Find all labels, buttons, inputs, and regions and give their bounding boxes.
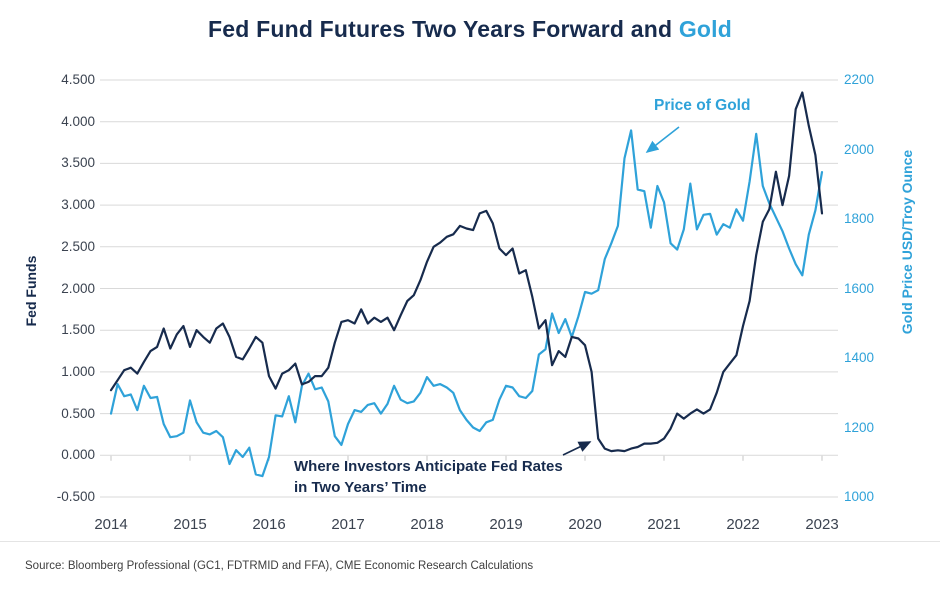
annotation-fed-rates: Where Investors Anticipate Fed Rates in …	[294, 456, 563, 498]
gold-price-line	[109, 129, 824, 478]
fed-annotation-arrow	[562, 441, 592, 456]
annotation-fed-rates-line2: in Two Years’ Time	[294, 479, 427, 496]
gold-annotation-arrow	[645, 126, 680, 153]
chart-title-accent: Gold	[678, 16, 733, 42]
source-text: Source: Bloomberg Professional (GC1, FDT…	[25, 560, 534, 572]
chart-title: Fed Fund Futures Two Years Forward and G…	[0, 16, 940, 43]
annotation-fed-rates-line1: Where Investors Anticipate Fed Rates	[294, 458, 563, 475]
fed-funds-line	[109, 91, 824, 453]
source-divider	[0, 541, 940, 542]
annotation-price-of-gold: Price of Gold	[654, 97, 751, 114]
chart-title-dark: Fed Fund Futures Two Years Forward and	[207, 16, 679, 42]
